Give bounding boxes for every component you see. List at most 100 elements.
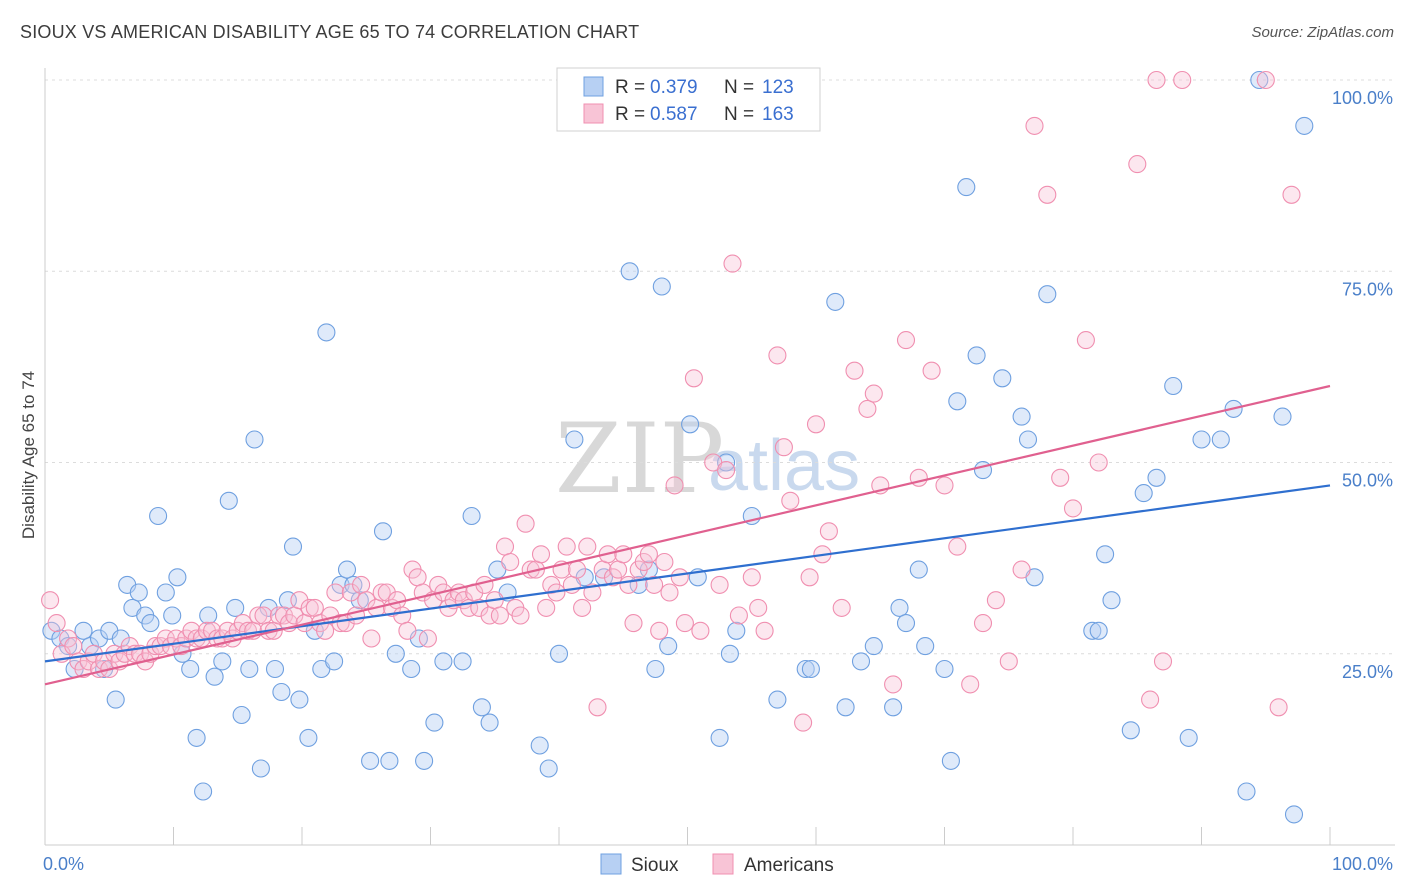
bottom-legend: Sioux Americans — [600, 853, 834, 876]
americans-point-55 — [326, 583, 345, 602]
sioux-point-69 — [620, 262, 639, 281]
americans-point-71 — [408, 568, 427, 587]
sioux-point-18 — [163, 606, 182, 625]
americans-point-44 — [269, 606, 288, 625]
americans-point-155 — [986, 591, 1005, 610]
sioux-point-55 — [425, 713, 444, 732]
legend-r-value-1: 0.379 — [650, 77, 698, 98]
americans-point-152 — [948, 537, 967, 556]
sioux-point-54 — [415, 751, 434, 770]
americans-point-142 — [832, 598, 851, 617]
americans-point-50 — [300, 598, 319, 617]
sioux-point-17 — [156, 583, 175, 602]
sioux-point-49 — [373, 522, 393, 541]
sioux-point-98 — [967, 346, 986, 365]
americans-point-161 — [1063, 499, 1083, 518]
sioux-point-113 — [1179, 728, 1198, 747]
americans-point-165 — [1141, 690, 1160, 709]
americans-points — [41, 70, 1301, 732]
americans-point-169 — [1256, 70, 1275, 90]
americans-point-87 — [490, 606, 509, 625]
sioux-point-56 — [434, 652, 453, 671]
bottom-swatch-americans — [712, 853, 734, 875]
sioux-point-94 — [935, 659, 954, 679]
americans-point-117 — [645, 575, 664, 594]
americans-point-123 — [675, 614, 694, 633]
legend-n-label-1: N = — [724, 77, 754, 98]
americans-point-103 — [573, 598, 592, 617]
sioux-point-75 — [681, 415, 700, 434]
sioux-point-79 — [720, 644, 739, 663]
sioux-point-118 — [1250, 70, 1269, 90]
chart-title: SIOUX VS AMERICAN DISABILITY AGE 65 TO 7… — [20, 22, 640, 42]
x-tick-label-0: 0.0% — [43, 854, 84, 874]
americans-point-113 — [624, 614, 643, 633]
sioux-point-87 — [851, 652, 871, 671]
americans-point-91 — [511, 606, 530, 625]
sioux-point-43 — [325, 652, 344, 671]
sioux-point-66 — [565, 430, 584, 449]
sioux-point-51 — [386, 644, 405, 663]
americans-point-69 — [398, 621, 417, 640]
americans-point-139 — [806, 415, 826, 434]
sioux-point-24 — [199, 606, 218, 625]
sioux-point-52 — [402, 659, 421, 679]
americans-point-150 — [922, 361, 941, 380]
watermark-zip: ZIP — [555, 403, 724, 515]
americans-point-59 — [346, 606, 366, 625]
sioux-point-97 — [957, 178, 976, 197]
sioux-point-48 — [361, 751, 380, 770]
x-tick-label-1: 100.0% — [1332, 854, 1393, 874]
sioux-point-77 — [710, 728, 729, 747]
sioux-point-85 — [826, 292, 845, 311]
americans-point-96 — [537, 598, 556, 617]
sioux-point-74 — [659, 637, 678, 656]
americans-point-137 — [794, 713, 813, 732]
sioux-point-104 — [1038, 285, 1057, 304]
sioux-point-91 — [896, 614, 916, 633]
americans-point-132 — [749, 598, 768, 617]
sioux-point-117 — [1237, 782, 1256, 801]
americans-point-128 — [717, 461, 736, 480]
sioux-point-37 — [283, 537, 303, 556]
americans-point-64 — [372, 583, 391, 602]
sioux-point-89 — [884, 698, 903, 717]
sioux-point-78 — [717, 453, 736, 472]
sioux-point-4 — [74, 621, 93, 640]
sioux-point-112 — [1164, 376, 1183, 396]
sioux-point-108 — [1102, 591, 1121, 610]
sioux-point-82 — [768, 690, 787, 709]
americans-point-145 — [864, 384, 883, 403]
sioux-point-110 — [1134, 484, 1153, 503]
americans-point-116 — [639, 545, 658, 564]
sioux-point-57 — [453, 652, 472, 671]
y-tick-labels: 25.0% 50.0% 75.0% 100.0% — [1332, 88, 1393, 682]
americans-point-0 — [41, 591, 60, 610]
americans-point-144 — [858, 399, 877, 418]
americans-point-153 — [961, 675, 980, 694]
americans-point-151 — [935, 476, 954, 495]
y-tick-label-2: 75.0% — [1342, 279, 1393, 299]
americans-point-106 — [588, 698, 607, 717]
sioux-point-88 — [864, 637, 883, 656]
americans-point-110 — [609, 560, 628, 579]
bottom-swatch-sioux — [600, 853, 622, 875]
americans-point-166 — [1147, 70, 1166, 90]
y-tick-label-1: 50.0% — [1342, 471, 1393, 491]
legend-n-label-2: N = — [724, 104, 754, 125]
sioux-point-31 — [245, 430, 264, 449]
sioux-point-15 — [141, 614, 160, 633]
sioux-point-65 — [549, 644, 569, 663]
y-axis-label: Disability Age 65 to 74 — [19, 371, 38, 539]
americans-point-41 — [254, 606, 273, 625]
sioux-point-83 — [796, 659, 815, 679]
sioux-point-120 — [1284, 805, 1304, 824]
americans-point-92 — [516, 514, 535, 533]
americans-point-163 — [1089, 453, 1108, 472]
americans-point-167 — [1153, 652, 1173, 671]
americans-point-119 — [655, 552, 674, 572]
americans-point-141 — [819, 522, 838, 541]
sioux-point-121 — [1295, 116, 1314, 135]
americans-point-168 — [1173, 70, 1192, 90]
